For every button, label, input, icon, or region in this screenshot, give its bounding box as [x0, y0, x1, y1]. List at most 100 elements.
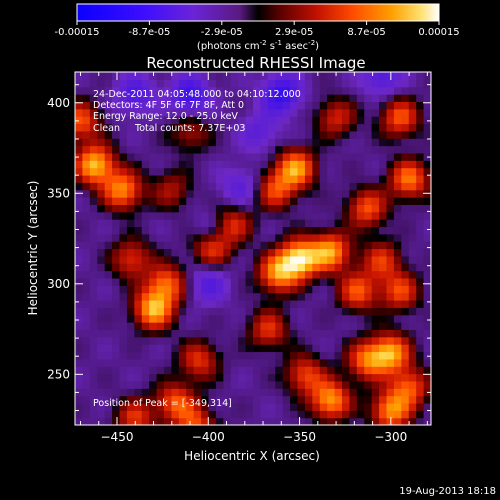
heatmap-cell — [126, 402, 135, 411]
heatmap-cell — [112, 277, 121, 286]
heatmap-cell — [104, 358, 113, 367]
heatmap-cell — [253, 108, 262, 117]
heatmap-cell — [75, 219, 84, 228]
heatmap-cell — [423, 123, 431, 132]
heatmap-cell — [260, 189, 269, 198]
heatmap-cell — [364, 152, 373, 161]
heatmap-cell — [230, 174, 239, 183]
heatmap-cell — [141, 366, 150, 375]
heatmap-cell — [238, 211, 247, 220]
heatmap-cell — [297, 366, 306, 375]
heatmap-cell — [134, 402, 143, 411]
heatmap-cell — [126, 277, 135, 286]
heatmap-cell — [356, 402, 365, 411]
heatmap-cell — [371, 248, 380, 257]
heatmap-cell — [319, 123, 328, 132]
heatmap-cell — [104, 197, 113, 205]
heatmap-cell — [171, 241, 180, 250]
heatmap-cell — [112, 299, 121, 308]
heatmap-cell — [253, 417, 262, 425]
heatmap-cell — [408, 182, 417, 191]
heatmap-cell — [186, 395, 195, 404]
heatmap-cell — [201, 299, 210, 308]
heatmap-cell — [171, 344, 180, 353]
heatmap-cell — [112, 292, 121, 301]
heatmap-cell — [253, 366, 262, 375]
heatmap-cell — [223, 204, 232, 213]
heatmap-cell — [97, 270, 106, 279]
heatmap-cell — [126, 101, 135, 110]
heatmap-cell — [282, 395, 291, 404]
heatmap-cell — [104, 219, 113, 228]
heatmap-cell — [253, 336, 262, 345]
heatmap-cell — [104, 373, 113, 382]
heatmap-cell — [319, 358, 328, 367]
heatmap-cell — [304, 94, 313, 103]
heatmap-cell — [327, 219, 336, 228]
heatmap-cell — [171, 263, 180, 272]
heatmap-cell — [104, 204, 113, 213]
heatmap-cell — [408, 94, 417, 103]
heatmap-cell — [245, 402, 254, 411]
heatmap-cell — [164, 138, 173, 147]
heatmap-cell — [334, 219, 343, 228]
heatmap-cell — [408, 130, 417, 139]
heatmap-cell — [97, 86, 106, 95]
heatmap-cell — [371, 130, 380, 139]
heatmap-cell — [245, 314, 254, 323]
heatmap-cell — [401, 329, 410, 338]
heatmap-cell — [327, 351, 336, 360]
heatmap-cell — [304, 277, 313, 286]
heatmap-cell — [141, 344, 150, 353]
heatmap-cell — [104, 152, 113, 161]
heatmap-cell — [230, 344, 239, 353]
heatmap-cell — [112, 380, 121, 389]
heatmap-cell — [297, 152, 306, 161]
heatmap-cell — [141, 263, 150, 272]
heatmap-cell — [386, 189, 395, 198]
heatmap-cell — [97, 285, 106, 294]
heatmap-cell — [356, 138, 365, 147]
heatmap-cell — [297, 380, 306, 389]
heatmap-cell — [238, 167, 247, 176]
heatmap-cell — [82, 351, 91, 360]
heatmap-cell — [356, 277, 365, 286]
heatmap-cell — [253, 248, 262, 257]
heatmap-cell — [349, 307, 358, 316]
heatmap-cell — [282, 417, 291, 425]
heatmap-cell — [275, 366, 284, 375]
heatmap-cell — [386, 204, 395, 213]
heatmap-cell — [156, 130, 165, 139]
heatmap-cell — [312, 417, 321, 425]
heatmap-cell — [134, 160, 143, 169]
heatmap-cell — [312, 138, 321, 147]
heatmap-cell — [97, 101, 106, 110]
heatmap-cell — [215, 116, 224, 125]
heatmap-cell — [82, 79, 91, 88]
heatmap-cell — [75, 182, 84, 191]
heatmap-cell — [193, 329, 202, 338]
heatmap-cell — [89, 344, 98, 353]
heatmap-cell — [282, 277, 291, 286]
heatmap-cell — [334, 351, 343, 360]
heatmap-cell — [267, 197, 276, 205]
heatmap-cell — [223, 197, 232, 205]
heatmap-cell — [215, 167, 224, 176]
heatmap-cell — [126, 270, 135, 279]
heatmap-cell — [149, 219, 158, 228]
heatmap-cell — [75, 410, 84, 419]
heatmap-cell — [356, 366, 365, 375]
heatmap-cell — [126, 130, 135, 139]
heatmap-cell — [112, 219, 121, 228]
heatmap-cell — [201, 285, 210, 294]
heatmap-cell — [164, 130, 173, 139]
heatmap-cell — [164, 116, 173, 125]
heatmap-cell — [193, 417, 202, 425]
heatmap-cell — [408, 358, 417, 367]
heatmap-cell — [82, 344, 91, 353]
heatmap-cell — [193, 174, 202, 183]
heatmap-cell — [342, 116, 351, 125]
heatmap-cell — [408, 145, 417, 154]
heatmap-cell — [126, 329, 135, 338]
heatmap-cell — [393, 79, 402, 88]
